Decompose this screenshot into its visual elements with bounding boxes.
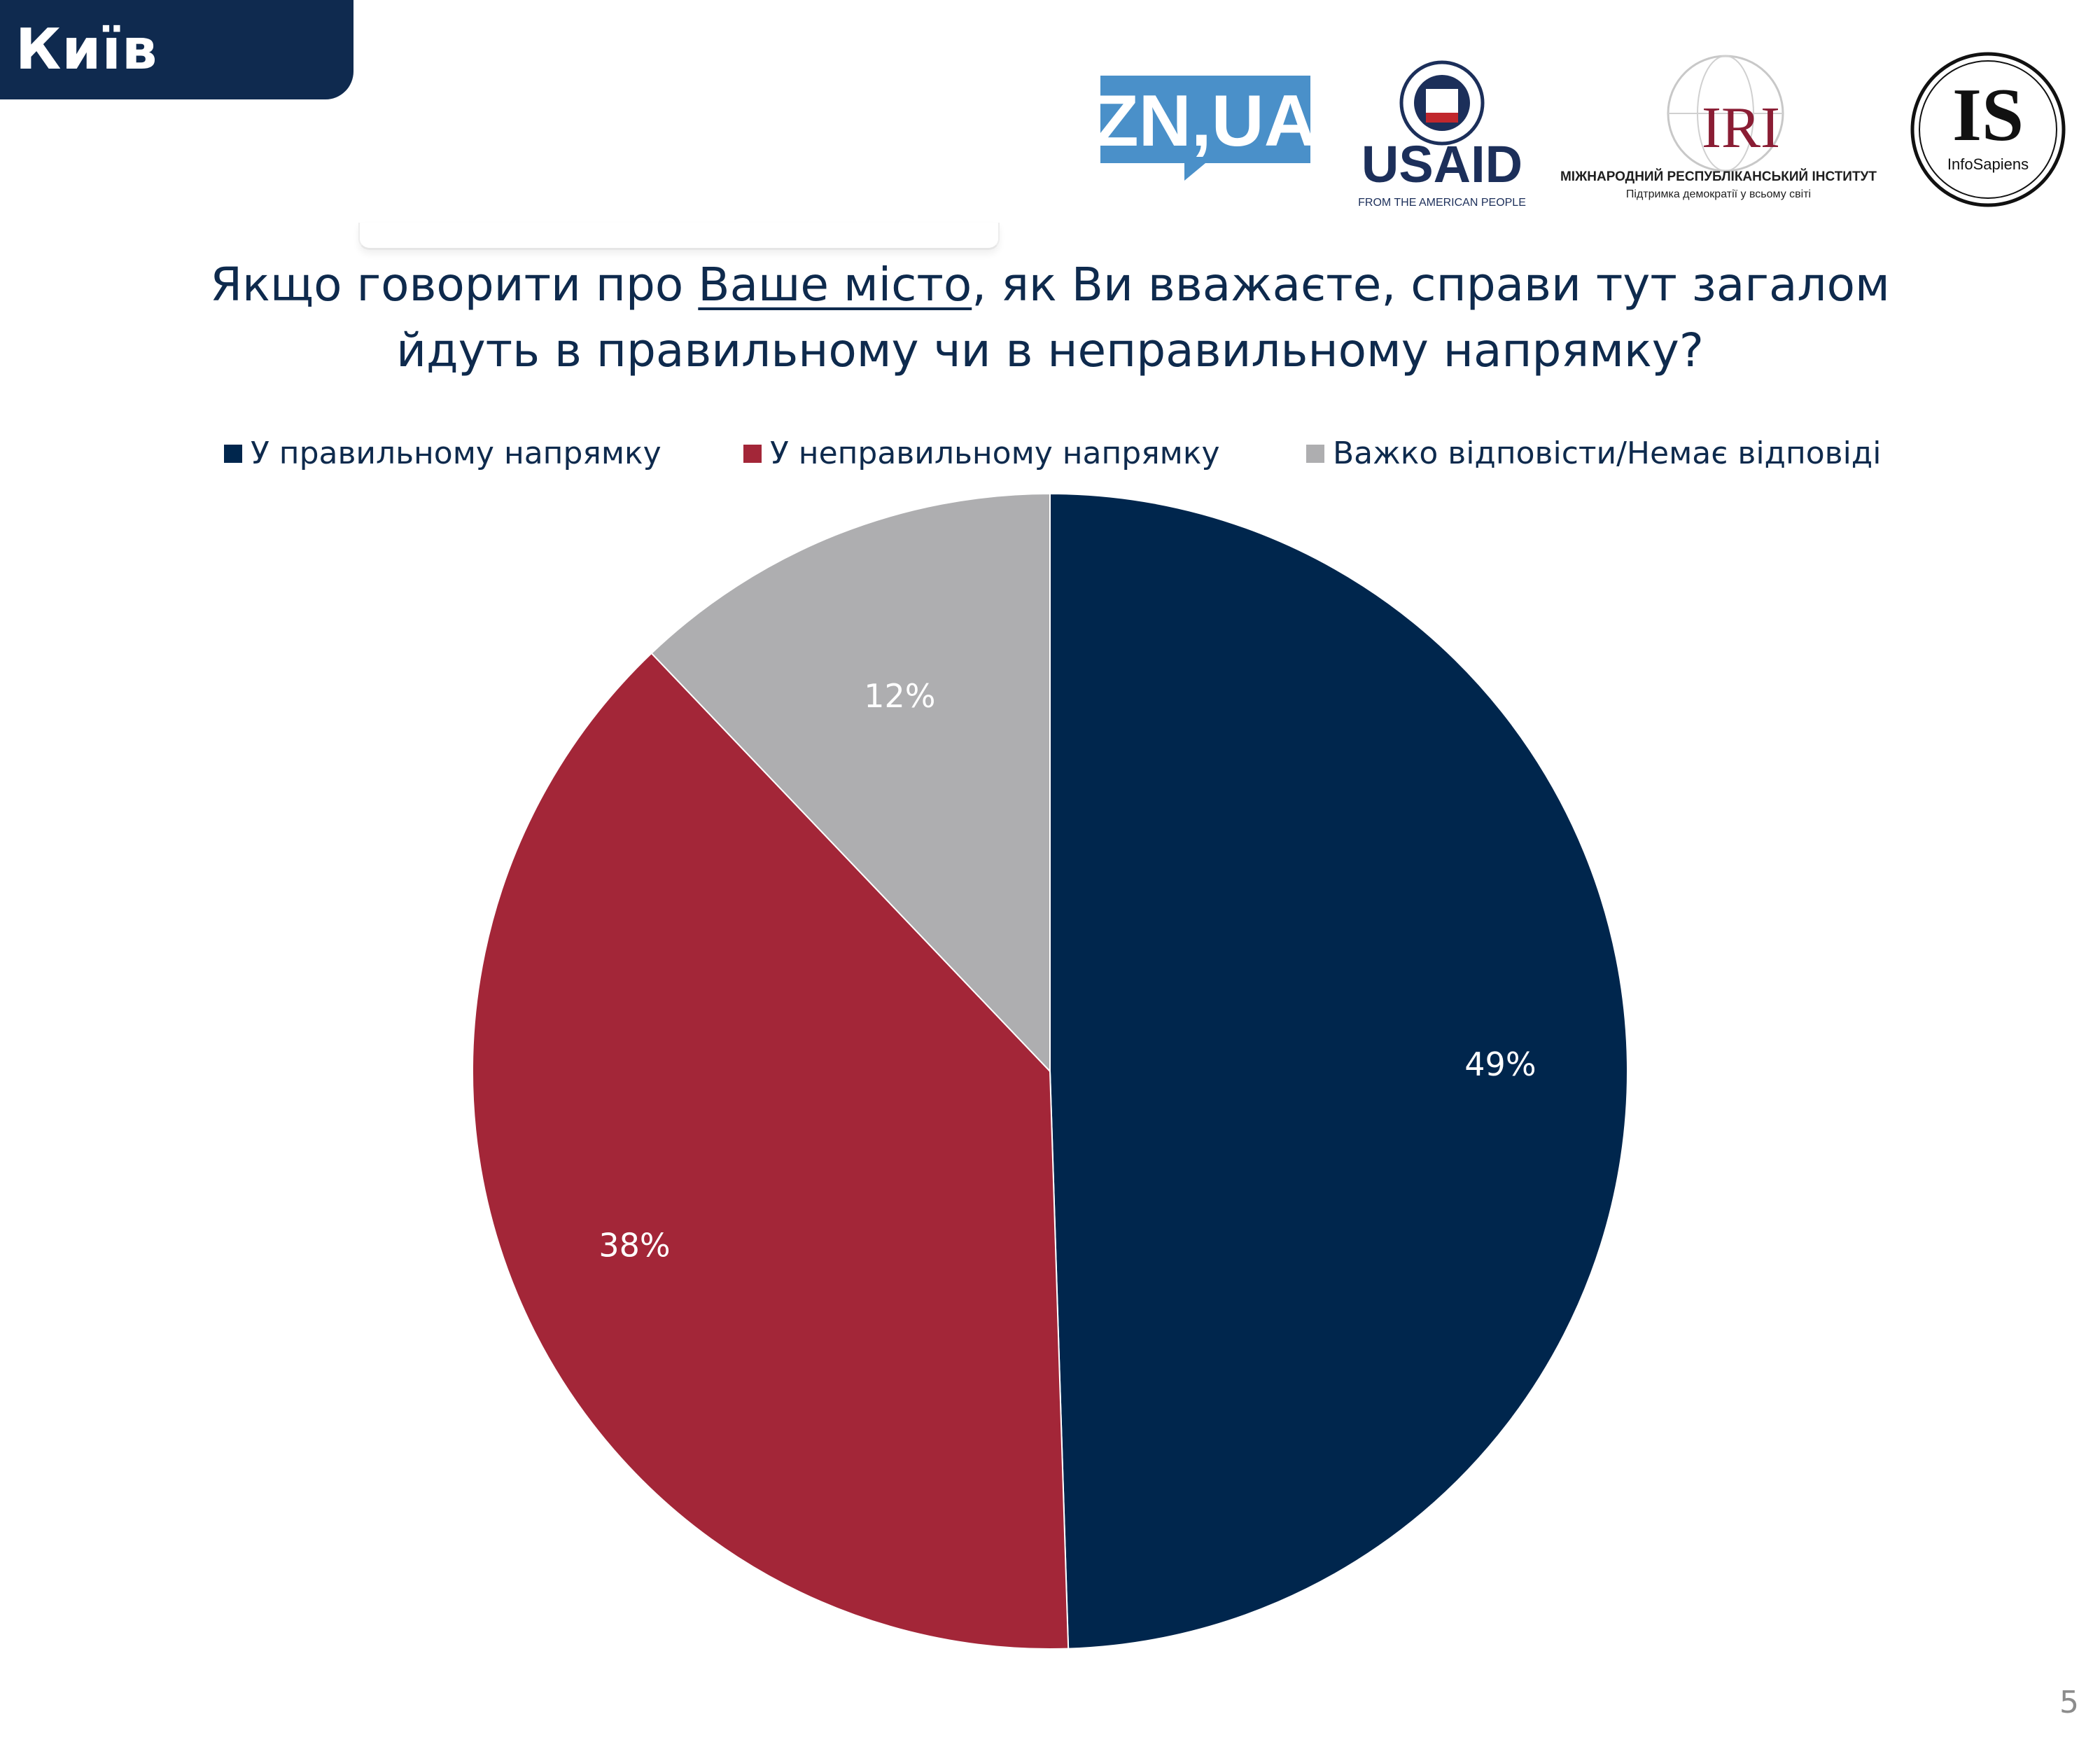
legend-swatch bbox=[224, 444, 242, 463]
is-logo-mark: IS bbox=[1952, 74, 2024, 157]
chart-title: Якщо говорити про Ваше місто, як Ви вваж… bbox=[70, 252, 2030, 384]
page-number: 5 bbox=[2059, 1685, 2079, 1720]
iri-line1: МІЖНАРОДНИЙ РЕСПУБЛІКАНСЬКИЙ ІНСТИТУТ bbox=[1560, 169, 1877, 184]
data-label-hard-to-say: 12% bbox=[864, 677, 935, 715]
pie-slice-right-direction bbox=[1049, 492, 1628, 1650]
zn-logo-text: ZN,UA bbox=[1100, 81, 1310, 162]
usaid-logo-text: USAID bbox=[1362, 135, 1522, 193]
legend-label: У неправильному напрямку bbox=[770, 436, 1220, 471]
legend-item-right-direction: У правильному напрямку bbox=[224, 436, 662, 471]
data-label-wrong-direction: 38% bbox=[598, 1227, 670, 1265]
legend-item-wrong-direction: У неправильному напрямку bbox=[743, 436, 1220, 471]
iri-line2: Підтримка демократії у всьому світі bbox=[1626, 188, 1811, 200]
is-logo-name: InfoSapiens bbox=[1947, 155, 2029, 173]
city-label: Київ bbox=[15, 17, 158, 82]
infosapiens-logo: IS InfoSapiens bbox=[1910, 52, 2066, 207]
city-tab: Київ bbox=[0, 0, 354, 99]
pie-slice-wrong-direction bbox=[472, 652, 1070, 1650]
iri-logo: IRI МІЖНАРОДНИЙ РЕСПУБЛІКАНСЬКИЙ ІНСТИТУ… bbox=[1560, 55, 1877, 200]
title-part-1: Якщо говорити про bbox=[210, 258, 699, 312]
legend-label: У правильному напрямку bbox=[251, 436, 662, 471]
chart-legend: У правильному напрямку У неправильному н… bbox=[0, 436, 2100, 485]
pie-slice-hard-to-say bbox=[650, 492, 1051, 1073]
legend-swatch bbox=[743, 444, 762, 463]
usaid-tagline: FROM THE AMERICAN PEOPLE bbox=[1358, 197, 1526, 209]
logo-strip: ZN,UA USAID FROM THE AMERICAN PEOPLE IRI… bbox=[0, 49, 2100, 210]
title-underlined: Ваше місто bbox=[698, 258, 972, 312]
data-label-right-direction: 49% bbox=[1464, 1045, 1536, 1083]
legend-item-hard-to-say: Важко відповісти/Немає відповіді bbox=[1306, 436, 1881, 471]
faint-panel-edge bbox=[358, 223, 1000, 250]
legend-swatch bbox=[1306, 444, 1324, 463]
legend-label: Важко відповісти/Немає відповіді bbox=[1333, 436, 1882, 471]
zn-ua-logo: ZN,UA bbox=[1100, 76, 1310, 181]
title-part-2: , як Ви вважаєте, справи тут загалом bbox=[972, 258, 1890, 312]
title-line-2: йдуть в правильному чи в неправильному н… bbox=[396, 323, 1704, 377]
title-line-1: Якщо говорити про Ваше місто, як Ви вваж… bbox=[70, 252, 2030, 318]
iri-logo-text: IRI bbox=[1702, 95, 1780, 160]
usaid-logo: USAID FROM THE AMERICAN PEOPLE bbox=[1358, 60, 1526, 209]
